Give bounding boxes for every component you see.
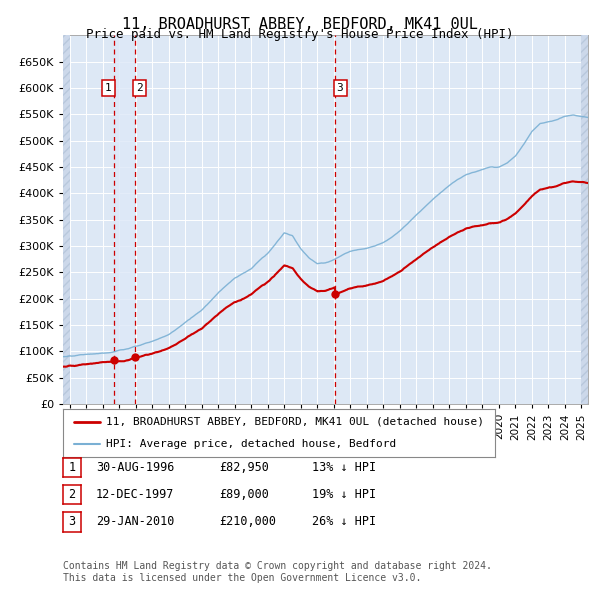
Text: 2: 2 xyxy=(68,488,76,501)
Text: HPI: Average price, detached house, Bedford: HPI: Average price, detached house, Bedf… xyxy=(106,439,397,449)
Text: 29-JAN-2010: 29-JAN-2010 xyxy=(96,515,175,528)
Text: 26% ↓ HPI: 26% ↓ HPI xyxy=(312,515,376,528)
Text: 19% ↓ HPI: 19% ↓ HPI xyxy=(312,488,376,501)
Bar xyxy=(581,35,588,404)
Text: £89,000: £89,000 xyxy=(219,488,269,501)
Text: £82,950: £82,950 xyxy=(219,461,269,474)
Text: 12-DEC-1997: 12-DEC-1997 xyxy=(96,488,175,501)
Text: 1: 1 xyxy=(105,83,112,93)
Text: 11, BROADHURST ABBEY, BEDFORD, MK41 0UL: 11, BROADHURST ABBEY, BEDFORD, MK41 0UL xyxy=(122,17,478,31)
Text: 2: 2 xyxy=(136,83,143,93)
Text: 11, BROADHURST ABBEY, BEDFORD, MK41 0UL (detached house): 11, BROADHURST ABBEY, BEDFORD, MK41 0UL … xyxy=(106,417,484,427)
Text: 3: 3 xyxy=(68,515,76,529)
Text: £210,000: £210,000 xyxy=(219,515,276,528)
Text: 3: 3 xyxy=(337,83,343,93)
Text: Price paid vs. HM Land Registry's House Price Index (HPI): Price paid vs. HM Land Registry's House … xyxy=(86,28,514,41)
Text: 30-AUG-1996: 30-AUG-1996 xyxy=(96,461,175,474)
Bar xyxy=(63,35,70,404)
Bar xyxy=(113,35,135,404)
Text: 13% ↓ HPI: 13% ↓ HPI xyxy=(312,461,376,474)
Text: Contains HM Land Registry data © Crown copyright and database right 2024.
This d: Contains HM Land Registry data © Crown c… xyxy=(63,561,492,583)
Text: 1: 1 xyxy=(68,461,76,474)
